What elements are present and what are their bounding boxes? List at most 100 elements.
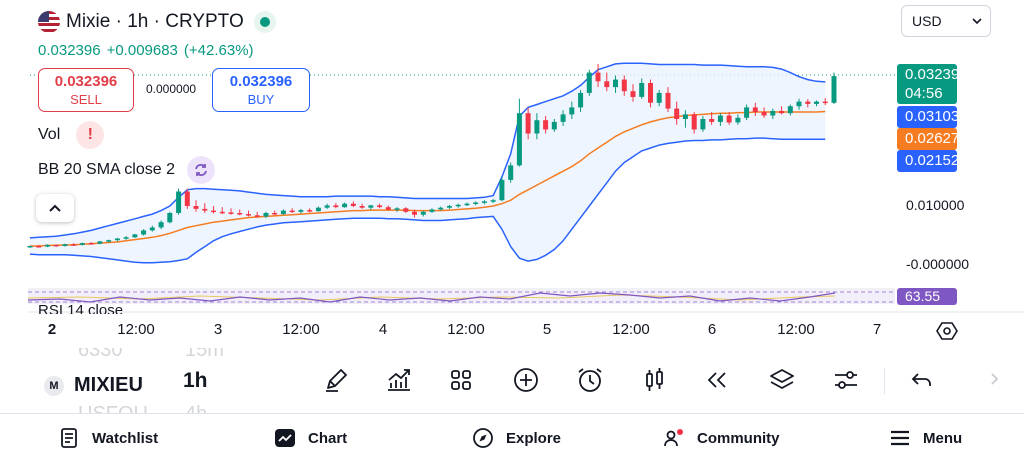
rsi-indicator-label[interactable]: RSI 14 close (38, 302, 124, 314)
bollinger-indicator[interactable]: BB 20 SMA close 2 (38, 156, 215, 184)
buy-price: 0.032396 (229, 72, 293, 90)
nav-explore[interactable]: Explore (472, 414, 561, 461)
candle-body (534, 120, 540, 134)
time-label-noon: 12:00 (447, 321, 485, 338)
time-label-day-7: 7 (872, 321, 882, 338)
chevron-down-icon (972, 18, 982, 25)
candle-body (368, 205, 374, 208)
candle-body (464, 203, 470, 206)
compass-icon (473, 428, 493, 448)
volume-indicator[interactable]: Vol ! (38, 121, 105, 149)
candle-body (158, 222, 164, 228)
bb-basis-tag: 0.026279 (897, 128, 968, 150)
candle-body (315, 207, 321, 212)
replay-button[interactable] (701, 364, 733, 396)
watchlist-icon (61, 428, 77, 448)
pencil-icon (326, 369, 347, 392)
candle-body (132, 234, 138, 238)
volume-label: Vol (38, 126, 61, 143)
candle-body (761, 112, 767, 116)
candle-body (53, 244, 59, 247)
chart-type-button[interactable] (638, 364, 670, 396)
candle-body (420, 211, 426, 215)
candle-body (691, 114, 697, 130)
drawing-tool-button[interactable] (320, 364, 352, 396)
candle-body (490, 200, 496, 202)
candle-body (114, 238, 120, 241)
time-label-day-6: 6 (707, 321, 717, 338)
candle-body (595, 72, 601, 82)
candle-body (377, 205, 383, 208)
chart-settings-icon[interactable] (936, 320, 958, 342)
redo-button[interactable] (972, 364, 1002, 396)
candle-body (412, 211, 417, 215)
bb-lower-line (29, 137, 826, 264)
add-button[interactable] (510, 364, 542, 396)
rsi-ma-line (27, 294, 836, 301)
candle-body (709, 119, 715, 122)
candle-body (752, 107, 758, 112)
candle-body (307, 210, 313, 212)
buy-label: BUY (247, 91, 275, 107)
settings-sliders-icon (835, 371, 857, 389)
nav-watchlist[interactable]: Watchlist (58, 414, 158, 461)
price-summary: 0.032396 +0.009683 (+42.63%) (38, 42, 254, 59)
candle-body (586, 72, 592, 93)
currency-select[interactable]: USD (901, 5, 991, 37)
candle-body (447, 206, 452, 208)
candles-icon (646, 368, 663, 391)
sell-button[interactable]: 0.032396 SELL (38, 68, 134, 112)
toolbar-divider (884, 368, 885, 394)
interval-picker[interactable]: 1h (183, 369, 208, 392)
candle-body (735, 117, 741, 123)
object-tree-button[interactable] (766, 364, 798, 396)
currency-value: USD (912, 13, 942, 29)
candle-body (211, 210, 216, 213)
sell-label: SELL (70, 91, 102, 107)
symbol-picker[interactable]: M MIXIEU (44, 374, 143, 397)
nav-community[interactable]: Community (663, 414, 780, 461)
symbol-logo-icon: M (44, 375, 64, 396)
alert-icon[interactable]: ! (76, 121, 105, 149)
candle-body (814, 101, 819, 104)
collapse-legend-button[interactable] (36, 194, 74, 222)
candle-body (516, 113, 522, 166)
candle-body (525, 113, 531, 134)
candle-body (796, 101, 802, 107)
bb-upper-tag: 0.031030 (897, 106, 968, 128)
indicators-icon (388, 369, 410, 391)
candle-body (717, 115, 723, 122)
layouts-button[interactable] (445, 364, 477, 396)
candle-body (272, 213, 278, 215)
alert-button[interactable] (574, 364, 606, 396)
sync-icon[interactable] (186, 156, 215, 184)
symbol-scroll-next: USFOU (78, 403, 148, 413)
candle-body (141, 230, 147, 235)
time-label-day-3: 3 (213, 321, 223, 338)
price-chart[interactable] (0, 0, 1024, 345)
market-open-icon[interactable] (253, 11, 276, 33)
nav-chart[interactable]: Chart (274, 414, 347, 461)
candle-body (682, 114, 688, 119)
us-flag-icon (38, 11, 60, 33)
candle-body (630, 91, 636, 97)
layers-icon (770, 369, 794, 389)
symbol-header[interactable]: Mixie · 1h · CRYPTO (38, 9, 276, 35)
candle-body (106, 240, 112, 242)
last-price-tag: 0.032396 04:56 (897, 64, 968, 104)
candle-body (604, 81, 610, 88)
rsi-pane (28, 290, 895, 304)
candle-body (787, 106, 793, 114)
candle-body (228, 212, 234, 214)
candle-body (674, 108, 680, 119)
chart-settings-button[interactable] (830, 364, 862, 396)
undo-button[interactable] (906, 364, 938, 396)
candle-body (333, 205, 339, 208)
grid-icon (451, 370, 471, 390)
nav-menu[interactable]: Menu (889, 414, 962, 461)
candle-body (36, 246, 42, 248)
buy-button[interactable]: 0.032396 BUY (212, 68, 310, 112)
candle-body (385, 207, 391, 210)
indicators-button[interactable] (382, 364, 414, 396)
rsi-line (27, 292, 836, 303)
